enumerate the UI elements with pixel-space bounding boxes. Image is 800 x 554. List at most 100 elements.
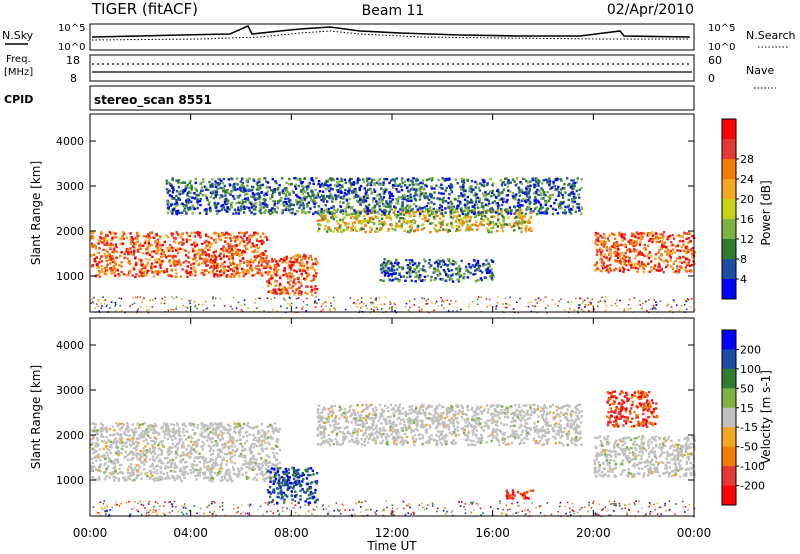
- scatter-cell: [158, 242, 161, 245]
- scatter-cell: [238, 188, 241, 191]
- scatter-cell: [615, 243, 619, 246]
- scatter-cell: [277, 187, 280, 190]
- scatter-cell: [131, 423, 134, 426]
- scatter-cell: [646, 234, 649, 237]
- scatter-cell: [557, 185, 560, 189]
- scatter-cell: [201, 189, 204, 192]
- scatter-cell: [463, 272, 466, 275]
- scatter-cell: [679, 249, 682, 253]
- scatter-cell: [628, 248, 631, 251]
- scatter-cell: [200, 445, 203, 448]
- scatter-cell: [212, 190, 215, 193]
- scatter-cell: [445, 279, 448, 282]
- scatter-cell: [394, 261, 397, 265]
- scatter-cell: [396, 263, 399, 266]
- scatter-cell: [689, 269, 692, 272]
- scatter-cell: [462, 276, 465, 280]
- scatter-cell: [314, 285, 317, 288]
- scatter-cell: [119, 254, 122, 258]
- scatter-cell: [526, 185, 530, 188]
- scatter-cell: [295, 199, 298, 202]
- scatter-cell: [507, 216, 510, 219]
- scatter-cell: [261, 201, 265, 205]
- scatter-cell: [224, 236, 228, 239]
- scatter-cell: [275, 181, 278, 185]
- scatter-cell: [408, 225, 412, 228]
- scatter-cell: [102, 296, 104, 298]
- scatter-cell: [196, 206, 199, 210]
- scatter-cell: [166, 211, 170, 215]
- scatter-cell: [239, 262, 242, 265]
- scatter-cell: [502, 223, 505, 226]
- scatter-cell: [497, 296, 499, 299]
- scatter-cell: [453, 208, 456, 212]
- scatter-cell: [496, 189, 499, 193]
- scatter-cell: [660, 253, 663, 256]
- scatter-cell: [248, 209, 251, 212]
- scatter-cell: [452, 310, 454, 313]
- scatter-cell: [403, 194, 407, 198]
- scatter-cell: [151, 455, 155, 458]
- scatter-cell: [276, 438, 280, 441]
- scatter-cell: [296, 178, 299, 181]
- scatter-cell: [371, 206, 375, 209]
- scatter-cell: [285, 194, 288, 197]
- scatter-cell: [253, 250, 256, 254]
- scatter-cell: [113, 235, 117, 238]
- scatter-cell: [165, 234, 168, 237]
- scatter-cell: [671, 248, 675, 251]
- scatter-cell: [254, 258, 257, 262]
- scatter-cell: [296, 258, 299, 261]
- scatter-cell: [268, 281, 271, 284]
- scatter-cell: [364, 230, 367, 234]
- scatter-cell: [300, 258, 303, 262]
- scatter-cell: [233, 266, 236, 269]
- scatter-cell: [662, 260, 665, 263]
- scatter-cell: [400, 211, 403, 214]
- scatter-cell: [178, 192, 181, 196]
- scatter-cell: [93, 456, 96, 460]
- scatter-cell: [439, 197, 442, 201]
- scatter-cell: [337, 190, 340, 193]
- scatter-cell: [339, 196, 342, 199]
- scatter-cell: [192, 250, 195, 253]
- scatter-cell: [294, 185, 297, 188]
- scatter-cell: [207, 188, 210, 191]
- scatter-cell: [654, 306, 657, 309]
- scatter-cell: [287, 264, 290, 267]
- scatter-cell: [474, 213, 478, 216]
- scatter-cell: [120, 261, 123, 264]
- scatter-cell: [455, 228, 459, 231]
- scatter-cell: [235, 177, 239, 180]
- scatter-cell: [635, 250, 638, 253]
- scatter-cell: [406, 204, 409, 207]
- scatter-cell: [129, 232, 132, 235]
- scatter-cell: [200, 186, 204, 189]
- scatter-cell: [485, 259, 488, 262]
- scatter-cell: [303, 177, 306, 180]
- scatter-cell: [177, 209, 180, 213]
- scatter-cell: [120, 251, 123, 254]
- scatter-cell: [253, 179, 256, 183]
- scatter-cell: [170, 308, 172, 311]
- scatter-cell: [232, 212, 235, 215]
- scatter-cell: [182, 242, 185, 245]
- scatter-cell: [372, 200, 375, 203]
- scatter-cell: [350, 229, 353, 232]
- scatter-cell: [421, 210, 424, 213]
- scatter-cell: [118, 467, 121, 470]
- scatter-cell: [374, 211, 377, 214]
- scatter-cell: [216, 193, 219, 196]
- scatter-cell: [136, 235, 139, 238]
- scatter-cell: [276, 262, 279, 266]
- scatter-cell: [620, 234, 623, 238]
- scatter-cell: [243, 299, 246, 302]
- scatter-cell: [543, 212, 546, 215]
- scatter-cell: [330, 179, 333, 182]
- scatter-cell: [388, 269, 392, 272]
- scatter-cell: [140, 259, 143, 262]
- scatter-cell: [91, 263, 94, 267]
- scatter-cell: [412, 183, 415, 186]
- scatter-cell: [520, 190, 524, 193]
- scatter-cell: [300, 292, 303, 296]
